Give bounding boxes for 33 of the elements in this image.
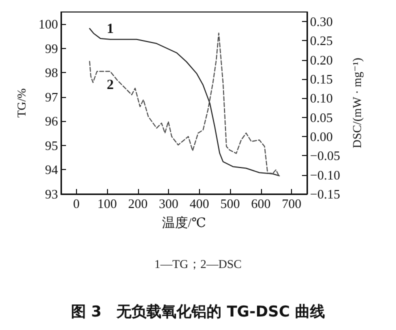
y2-tick-label: −0.10 [310,167,340,182]
series-label: 1 [106,22,114,37]
y2-tick-label: −0.15 [310,186,340,202]
y2-axis-title: DSC/(mW · mg⁻¹) [350,58,364,148]
y-tick-label: 98 [45,65,58,80]
text: 图 3 无负载氧化铝的 TG-DSC 曲线 [70,302,326,320]
x-tick-label: 100 [97,196,117,211]
y2-tick-label: −0.05 [310,148,340,164]
y-tick-label: 95 [45,138,58,153]
y2-tick-label: 0.05 [310,110,333,125]
y2-tick-label: 0.20 [310,52,333,68]
y-tick-label: 100 [38,16,58,32]
x-tick-label: 700 [282,196,302,211]
y-tick-label: 96 [45,114,58,129]
y-tick-label: 97 [45,89,58,104]
y2-tick-label: 0.30 [310,14,333,30]
x-tick-label: 500 [220,196,240,211]
y2-tick-label: 0.15 [310,72,333,87]
x-tick-label: 600 [251,196,271,211]
y2-tick-label: 0.10 [310,90,333,106]
x-tick-label: 400 [190,196,210,211]
x-tick-label: 300 [158,196,178,211]
y-axis-title: TG/% [14,88,29,118]
x-tick-label: 0 [73,196,80,211]
text: 1—TG；2—DSC [154,257,242,271]
y2-tick-label: 0.00 [310,129,333,144]
y2-tick-label: 0.25 [310,33,333,48]
y-tick-label: 93 [45,186,58,202]
series-label: 2 [106,78,114,93]
y-tick-label: 99 [45,40,58,56]
x-axis-title: 温度/℃ [162,215,206,230]
x-tick-label: 200 [128,196,148,211]
y-tick-label: 94 [45,162,58,178]
